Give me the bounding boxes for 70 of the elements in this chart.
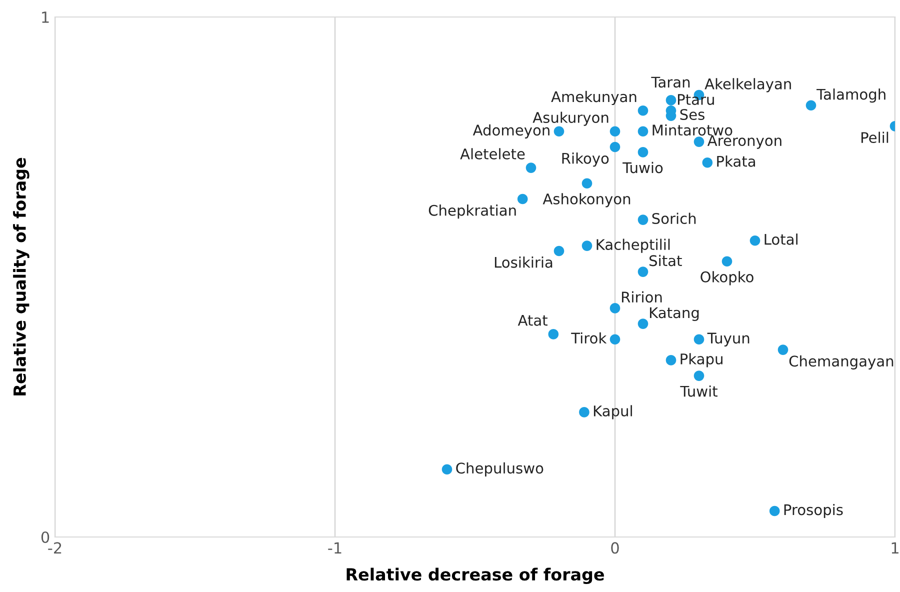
annotation: Okopko bbox=[700, 271, 754, 286]
annotation: Tuwit bbox=[680, 386, 718, 397]
annotation: Ses bbox=[680, 109, 704, 120]
annotation: Chepuluswo bbox=[456, 462, 544, 476]
point bbox=[638, 147, 648, 158]
point bbox=[806, 100, 816, 111]
point bbox=[638, 214, 648, 225]
annotation: Ririon bbox=[622, 291, 662, 303]
point bbox=[582, 178, 592, 189]
x-tick-label: 1 bbox=[892, 542, 898, 554]
point bbox=[666, 95, 676, 106]
point bbox=[610, 303, 620, 314]
annotation: Mintarotwo bbox=[652, 124, 732, 136]
point bbox=[638, 105, 648, 116]
annotation: Akelkelayan bbox=[704, 78, 791, 92]
point bbox=[694, 136, 704, 147]
annotation: Pelil bbox=[861, 132, 888, 144]
x-tick-label: 0 bbox=[611, 542, 619, 554]
point bbox=[526, 162, 536, 173]
y-axis-title: Relative quality of forage bbox=[13, 158, 30, 396]
point bbox=[579, 407, 590, 418]
annotation: Tuwio bbox=[622, 162, 663, 174]
point bbox=[610, 334, 620, 345]
point bbox=[666, 355, 676, 366]
annotation: Kapul bbox=[594, 405, 632, 420]
point bbox=[442, 464, 452, 475]
point bbox=[694, 370, 704, 381]
x-tick-label: -1 bbox=[328, 542, 342, 554]
annotation: Taran bbox=[651, 76, 690, 88]
annotation: Chemangayan bbox=[789, 355, 894, 370]
annotation: Adomeyon bbox=[472, 124, 550, 138]
x-tick-label: -2 bbox=[48, 542, 62, 554]
point bbox=[517, 194, 528, 204]
point bbox=[610, 126, 620, 137]
point bbox=[694, 334, 704, 345]
point bbox=[722, 256, 732, 267]
annotation: Pkapu bbox=[680, 353, 722, 368]
annotation: Rikoyo bbox=[562, 152, 609, 167]
point bbox=[638, 266, 648, 277]
annotation: Chepkratian bbox=[428, 204, 516, 219]
annotation: Aletelete bbox=[460, 148, 525, 160]
annotation: Ashokonyon bbox=[542, 193, 630, 208]
point bbox=[610, 142, 620, 152]
annotation: Sitat bbox=[650, 254, 682, 266]
annotation: Lotal bbox=[764, 234, 798, 245]
annotation: Atat bbox=[518, 314, 548, 326]
annotation: Losikiria bbox=[494, 256, 552, 268]
annotation: Prosopis bbox=[784, 504, 843, 518]
annotation: Amekunyan bbox=[551, 90, 636, 106]
annotation: Talamogh bbox=[816, 88, 886, 103]
point bbox=[750, 235, 760, 246]
point bbox=[554, 246, 564, 256]
annotation: Pkata bbox=[717, 156, 755, 167]
point bbox=[638, 318, 648, 329]
x-axis-title: Relative decrease of forage bbox=[346, 568, 604, 584]
annotation: Asukuryon bbox=[532, 112, 608, 126]
point bbox=[548, 329, 559, 340]
point bbox=[554, 126, 564, 137]
annotation: Katang bbox=[650, 307, 699, 322]
point bbox=[582, 240, 592, 251]
point bbox=[769, 506, 780, 516]
point bbox=[778, 344, 788, 355]
point bbox=[638, 126, 648, 137]
annotation: Kacheptilil bbox=[596, 238, 670, 253]
annotation: Areronyon bbox=[707, 135, 782, 149]
annotation: Sorich bbox=[652, 212, 696, 224]
annotation: Ptaru bbox=[678, 94, 714, 105]
annotation: Tirok bbox=[571, 332, 607, 344]
annotation: Tuyun bbox=[707, 332, 750, 346]
point bbox=[702, 157, 713, 168]
